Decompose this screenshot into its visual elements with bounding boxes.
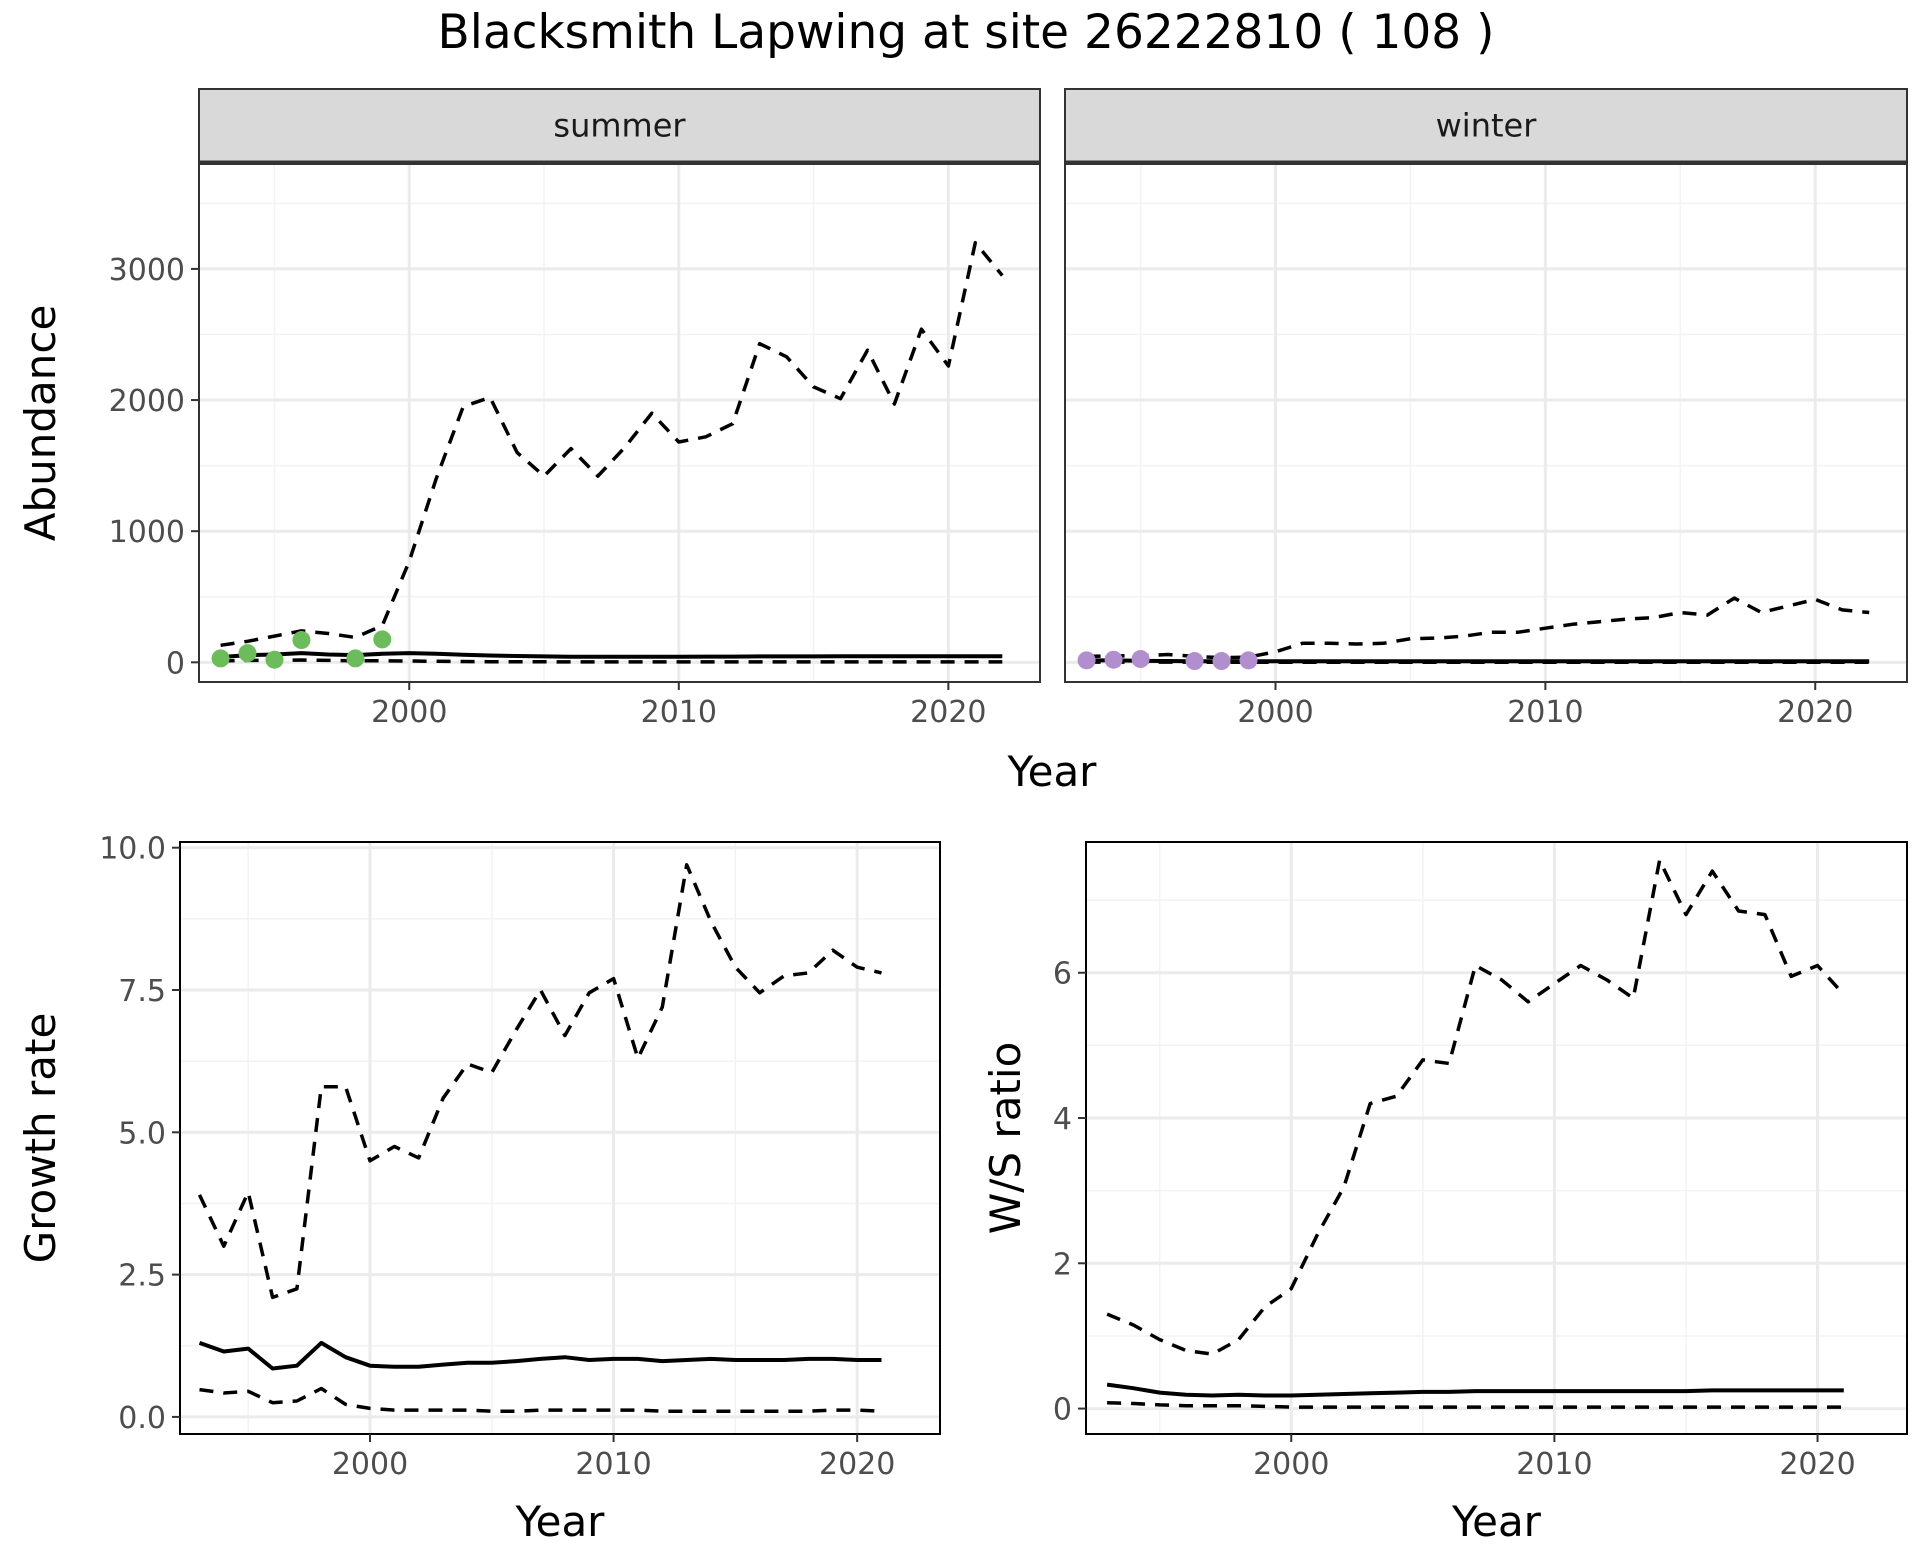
series-line-mean [1106, 1382, 1844, 1398]
facet-strip-label: winter [1436, 107, 1538, 145]
plot-area [180, 842, 940, 1434]
data-point [1077, 651, 1096, 670]
series-line-lower [199, 1386, 882, 1413]
panel-summer-abundance: summer 2000 2010 2020 0 1000 2000 3000 Abundance [16, 88, 1041, 730]
x-axis-title: Year [515, 1497, 606, 1546]
y-tick-label: 2 [1053, 1247, 1072, 1282]
data-point [211, 649, 230, 668]
data-point [346, 649, 365, 668]
y-tick-label: 5.0 [118, 1116, 166, 1151]
data-point [1185, 652, 1204, 671]
plot-area [1086, 842, 1907, 1434]
data-point [1104, 650, 1123, 669]
series-line-mean [198, 1340, 882, 1371]
x-tick-label: 2010 [1507, 695, 1583, 730]
y-axis-title: Abundance [16, 305, 65, 542]
y-axis-title: Growth rate [16, 1013, 65, 1264]
data-point [1131, 650, 1150, 669]
plot-area [199, 164, 1040, 682]
x-tick-label: 2020 [1779, 1447, 1855, 1482]
series-line-upper [1106, 858, 1846, 1356]
panel-border [1085, 841, 1908, 1435]
y-tick-label: 2000 [109, 384, 185, 419]
figure-title: Blacksmith Lapwing at site 26222810 ( 10… [438, 5, 1495, 60]
y-tick-label: 6 [1053, 957, 1072, 992]
x-tick-label: 2020 [910, 695, 986, 730]
data-point [265, 650, 284, 669]
y-tick-label: 4 [1053, 1102, 1072, 1137]
data-point [1239, 651, 1258, 670]
x-axis-title: Year [1451, 1497, 1542, 1546]
y-tick-label: 0 [1053, 1393, 1072, 1428]
data-point [1212, 652, 1231, 671]
panel-ws-ratio: 2000 2010 2020 0 2 4 6 W/S ratio Year [981, 841, 1908, 1546]
x-tick-label: 2000 [371, 695, 447, 730]
panel-border [198, 163, 1041, 683]
series-line-upper [220, 240, 1004, 648]
y-axis-title: W/S ratio [981, 1042, 1030, 1235]
x-tick-label: 2020 [1777, 695, 1853, 730]
facet-strip-label: summer [553, 107, 686, 145]
y-tick-label: 7.5 [118, 974, 166, 1009]
y-tick-label: 0.0 [118, 1401, 166, 1436]
data-point [373, 630, 392, 649]
x-tick-label: 2010 [641, 695, 717, 730]
panel-border [179, 841, 941, 1435]
x-tick-label: 2000 [332, 1447, 408, 1482]
data-point [292, 631, 311, 650]
y-tick-label: 3000 [109, 253, 185, 288]
data-point [238, 644, 257, 663]
x-tick-label: 2000 [1237, 695, 1313, 730]
x-axis-title-abundance: Year [1007, 747, 1098, 796]
panel-growth-rate: 2000 2010 2020 0.0 2.5 5.0 7.5 10.0 Growth rate Y… [16, 832, 941, 1546]
series-line-lower [1107, 1401, 1844, 1409]
panel-winter-abundance: winter 2000 2010 2020 [1064, 88, 1908, 730]
panel-border [1064, 163, 1908, 683]
y-tick-label: 10.0 [99, 832, 166, 867]
series-line-upper [197, 863, 882, 1300]
x-tick-label: 2010 [1516, 1447, 1592, 1482]
x-tick-label: 2000 [1253, 1447, 1329, 1482]
facet-strip [1064, 88, 1908, 163]
x-tick-label: 2010 [575, 1447, 651, 1482]
plot-area [1065, 164, 1907, 682]
x-tick-label: 2020 [819, 1447, 895, 1482]
y-tick-label: 2.5 [118, 1259, 166, 1294]
y-tick-label: 1000 [109, 515, 185, 550]
y-tick-label: 0 [166, 646, 185, 681]
